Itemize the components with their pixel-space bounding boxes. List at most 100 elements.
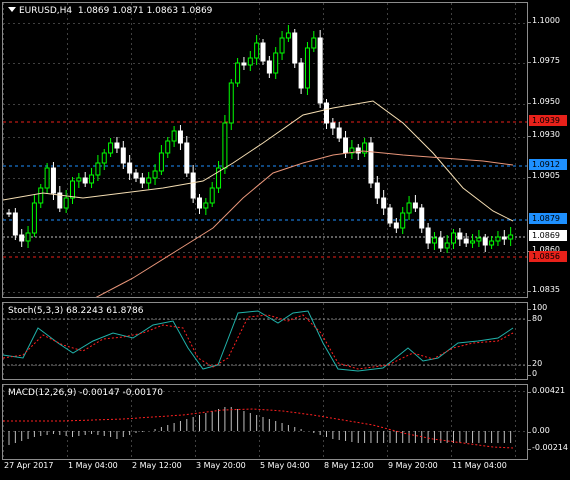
candle-body [368,142,374,184]
candle-body [400,212,406,229]
candle-body [343,137,349,154]
candle-body [444,242,450,249]
candle-body [324,102,329,124]
candle-body [285,32,291,39]
candle-body [311,37,317,49]
stochastic-tick: 20 [527,359,543,368]
stochastic-axis[interactable]: 100 80 20 0 [527,302,570,380]
candle-body [336,127,342,139]
candle-body [279,37,285,54]
candle-body [25,232,31,242]
candle-body [387,207,393,224]
price-tick: 1.1000 [528,16,560,25]
candle-body [425,227,431,244]
candle-body [146,177,152,184]
candle-body [19,234,25,242]
candle-body [489,240,495,246]
chart-title: EURUSD,H4 1.0869 1.0871 1.0863 1.0869 [8,6,212,16]
time-axis[interactable]: 27 Apr 2017 1 May 04:00 2 May 12:00 3 Ma… [2,460,528,480]
candle-body [101,152,107,164]
candle-body [495,236,501,242]
fast-ma-line [3,100,514,222]
candle-body [133,172,139,179]
time-label: 8 May 12:00 [324,461,374,470]
price-level-tag: 1.0912 [529,159,567,170]
candle-body [108,142,114,154]
candle-body [6,212,12,215]
stochastic-tick: 80 [527,314,543,323]
stochastic-title: Stoch(5,3,3) 68.2243 61.8786 [8,306,144,316]
candle-body [457,232,463,240]
price-chart-pane[interactable]: EURUSD,H4 1.0869 1.0871 1.0863 1.0869 [2,2,528,298]
macd-title: MACD(12,26,9) -0.00147 -0.00170 [8,388,164,398]
candle-body [381,197,387,209]
candle-body [235,62,241,84]
candle-body [152,170,158,179]
candle-body [190,172,196,199]
candle-body [216,167,222,189]
price-tick: 1.0950 [528,97,560,106]
candle-body [419,207,425,229]
macd-signal-line [3,408,514,449]
candle-body [228,82,234,124]
candle-body [184,142,190,174]
candle-body [330,122,336,129]
macd-tick: 0.00421 [527,386,566,395]
candle-body [82,177,88,184]
candle-body [120,147,126,164]
candle-body [38,187,44,204]
candle-body [171,130,177,142]
symbol-label: EURUSD,H4 [19,6,73,16]
current-price-tag: 1.0869 [529,230,567,241]
candle-body [470,240,476,244]
price-level-tag: 1.0856 [529,251,567,262]
candle-body [431,237,437,244]
time-label: 2 May 12:00 [132,461,182,470]
candle-body [292,32,298,64]
macd-axis[interactable]: 0.00421 0.00 -0.00214 [527,384,570,460]
candle-body [209,187,215,204]
candle-body [158,152,164,172]
candle-body [89,174,95,184]
candle-body [127,162,133,174]
stochastic-tick: 0 [527,369,538,378]
stochastic-chart[interactable] [3,303,528,380]
candle-body [266,60,272,74]
stochastic-signal-line [3,314,514,370]
macd-tick: 0.00 [528,426,550,435]
candle-body [393,222,399,229]
price-tick: 1.0905 [528,171,560,180]
price-tick: 1.0975 [528,56,560,65]
candle-body [139,177,145,184]
macd-chart[interactable] [3,385,528,460]
candle-body [438,237,444,249]
price-tick: 1.0930 [528,130,560,139]
candle-body [76,177,82,182]
chart-menu-icon[interactable] [8,7,16,12]
candle-body [95,162,101,176]
macd-pane[interactable]: MACD(12,26,9) -0.00147 -0.00170 [2,384,528,460]
candle-body [362,142,368,154]
time-label: 9 May 20:00 [388,461,438,470]
macd-tick: -0.00214 [528,443,568,452]
price-level-tag: 1.0879 [529,213,567,224]
stochastic-pane[interactable]: Stoch(5,3,3) 68.2243 61.8786 [2,302,528,380]
candle-body [165,140,171,154]
candle-body [63,197,69,209]
candle-body [355,147,361,154]
candle-body [177,130,183,144]
candle-body [70,180,75,199]
price-tick: 1.0835 [528,285,560,294]
candle-body [374,182,380,199]
time-label: 3 May 20:00 [196,461,246,470]
candle-body [463,238,469,244]
candle-body [349,147,355,154]
candle-body [197,197,202,209]
candle-body [260,42,266,62]
candlestick-chart[interactable] [3,3,528,298]
candle-body [482,237,488,246]
price-axis[interactable]: 1.1000 1.0975 1.0950 1.0930 1.0905 1.086… [528,2,570,298]
stochastic-main-line [3,310,514,372]
candle-body [412,202,418,209]
